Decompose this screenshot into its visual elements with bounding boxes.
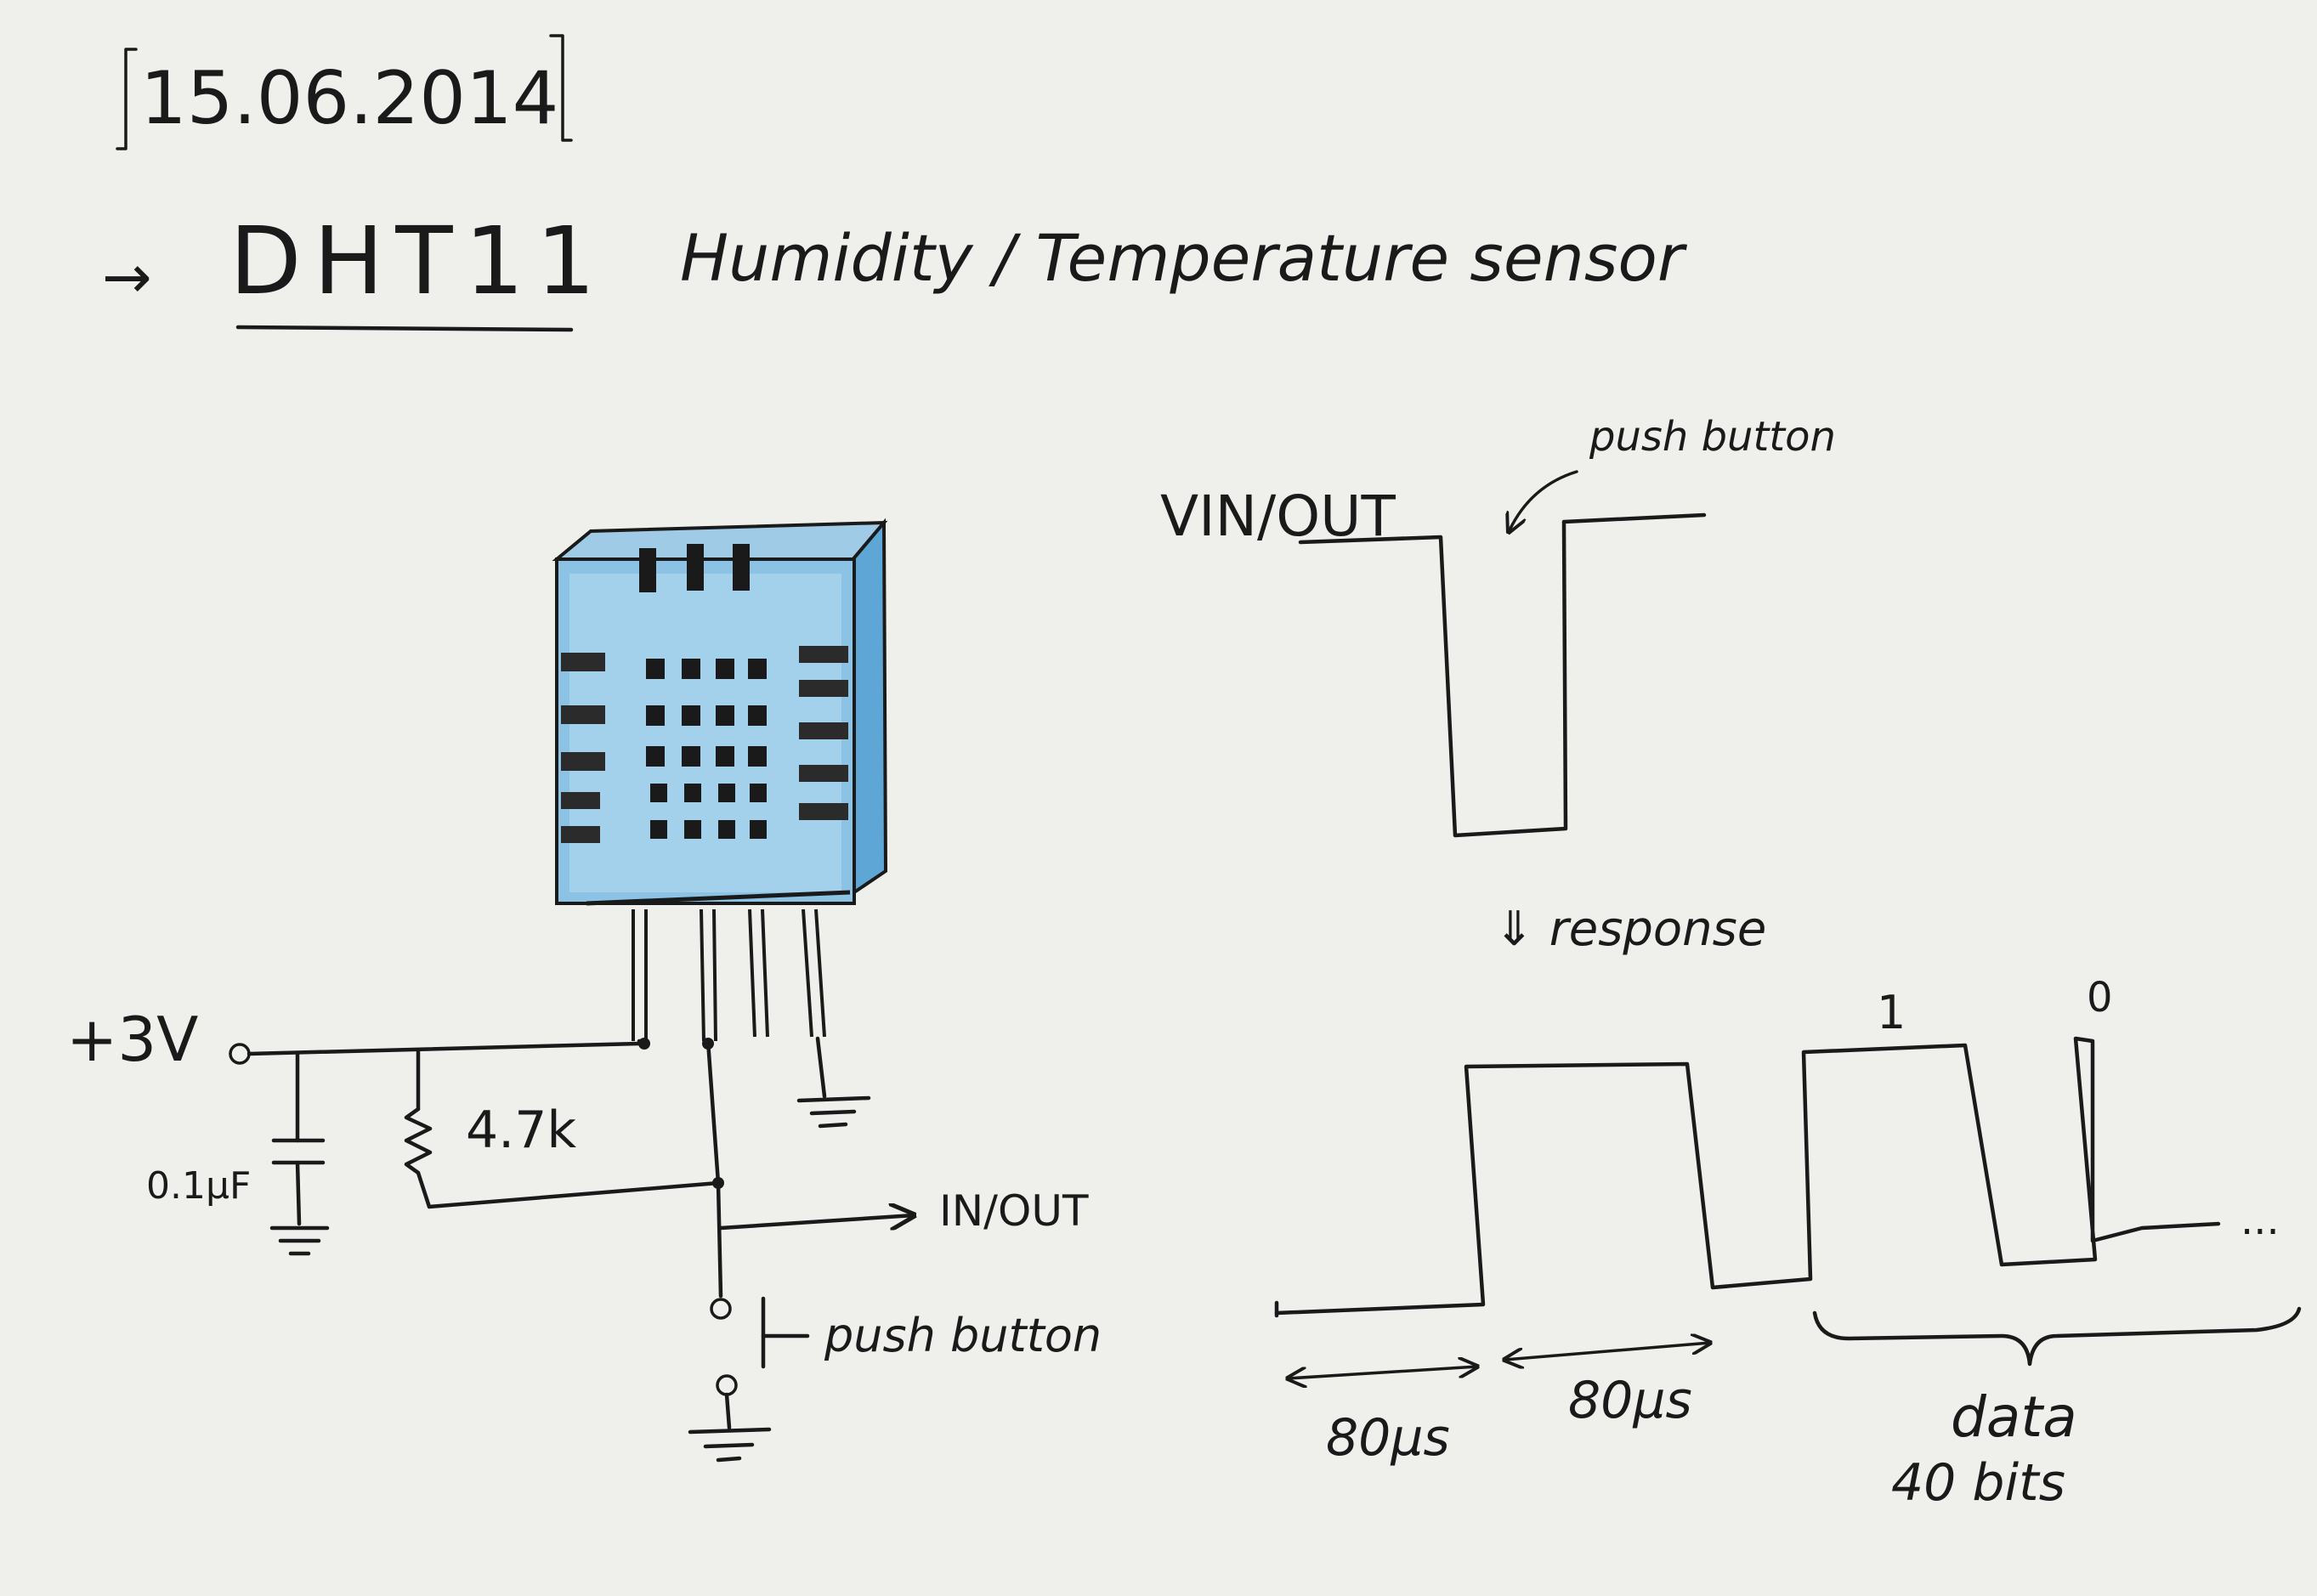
supply-terminal	[229, 1043, 251, 1065]
bit-zero-label: 0	[2087, 974, 2113, 1022]
duration-label-2: 80µs	[1568, 1371, 1692, 1430]
button-ground-wire	[724, 1392, 732, 1430]
date-stamp: 15.06.2014	[116, 34, 573, 150]
duration-arrow-2	[1504, 1343, 1710, 1360]
date-right-bracket	[549, 34, 573, 142]
sensor-grid-holes	[646, 659, 767, 839]
pin-gnd	[802, 908, 826, 1038]
sensor-description: Humidity / Temperature sensor	[680, 220, 1688, 296]
sensor-side-face	[849, 518, 888, 896]
response-waveform	[1274, 1036, 2221, 1316]
sensor-pins	[632, 908, 826, 1042]
start-signal-waveform	[1298, 512, 1707, 838]
capacitor-label: 0.1µF	[146, 1164, 251, 1208]
pin-data	[700, 908, 717, 1042]
sensor-name: DHT11	[229, 207, 608, 315]
duration-label-1: 80µs	[1326, 1408, 1450, 1468]
title-arrow: →	[102, 242, 152, 312]
data-junction-dot	[702, 1038, 714, 1050]
supply-rail	[246, 1039, 642, 1056]
sensor-front-highlight	[569, 574, 841, 892]
sensor-name-underline	[235, 325, 574, 332]
button-annotation: push button	[1589, 413, 1836, 461]
date-left-bracket	[116, 48, 138, 150]
io-output-arrow	[718, 1215, 914, 1228]
sensor-ground-icon	[796, 1095, 871, 1129]
sensor-top-face	[552, 520, 888, 563]
signal-label: VIN/OUT	[1160, 484, 1396, 549]
data-label: data	[1951, 1384, 2077, 1450]
resistor-label: 4.7k	[466, 1101, 576, 1160]
data-line	[705, 1039, 723, 1299]
button-label: push button	[824, 1309, 1102, 1362]
pin-nc	[748, 908, 769, 1038]
resistor-bottom-wire	[416, 1170, 721, 1209]
pin-vcc	[632, 909, 648, 1041]
resistor-zigzag-icon	[404, 1106, 433, 1175]
button-terminal-top	[710, 1298, 732, 1320]
button-annotation-arrow	[1509, 470, 1578, 532]
data-brace	[1812, 1306, 2302, 1367]
resistor-junction-dot	[712, 1177, 724, 1189]
duration-arrow-1	[1288, 1367, 1477, 1378]
sensor-bottom-rim	[586, 890, 851, 906]
bit-one-label: 1	[1877, 986, 1906, 1039]
date-text: 15.06.2014	[140, 56, 558, 141]
button-ground-icon	[688, 1427, 772, 1463]
sensor-top-slots	[639, 544, 750, 592]
sensor-right-slots	[799, 646, 848, 820]
dht11-sensor-drawing	[552, 518, 888, 1042]
timing-diagram: VIN/OUT push button ⇓ response 1 0 ... 8…	[1160, 413, 2302, 1513]
capacitor-ground-icon	[269, 1225, 330, 1256]
data-bits-label: 40 bits	[1891, 1453, 2065, 1513]
circuit-schematic: +3V 0.1µF 4.7k IN/OUT push button	[66, 1004, 1102, 1463]
sensor-left-slots	[561, 653, 605, 843]
button-terminal-bottom	[716, 1374, 738, 1396]
response-label: ⇓ response	[1494, 902, 1766, 957]
waveform-ellipsis: ...	[2241, 1197, 2280, 1244]
supply-label: +3V	[66, 1004, 198, 1075]
capacitor-bottom-wire	[295, 1160, 302, 1226]
vcc-junction-dot	[638, 1038, 650, 1050]
gnd-pin-wire	[815, 1036, 827, 1099]
output-label: IN/OUT	[939, 1186, 1089, 1236]
